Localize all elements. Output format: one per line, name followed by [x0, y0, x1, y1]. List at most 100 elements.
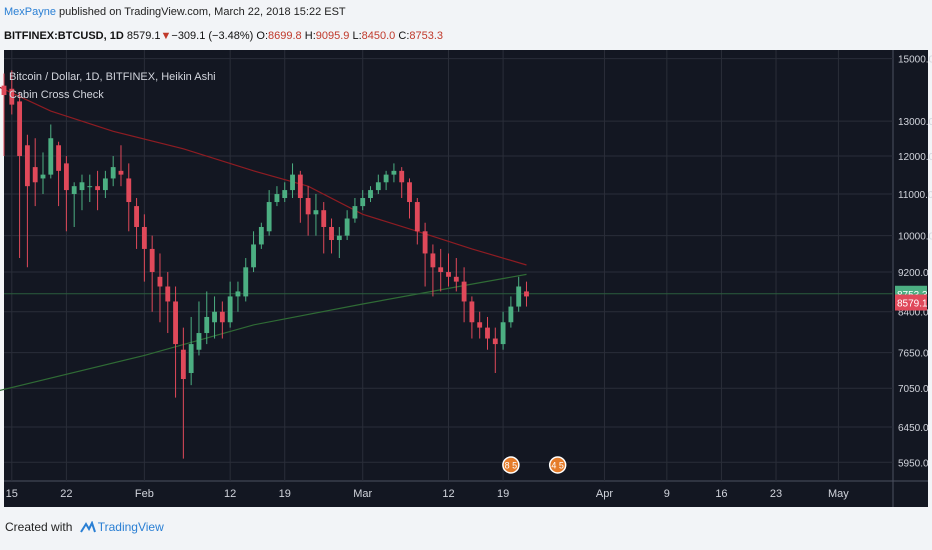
candle-body	[219, 311, 225, 323]
candle-body	[500, 322, 506, 345]
published-text: published on TradingView.com, March 22, …	[59, 6, 346, 18]
ohlc-header: BITFINEX:BTCUSD, 1D 8579.1▼−309.1 (−3.48…	[4, 30, 443, 42]
price-tick-label: 7050.0	[898, 384, 929, 395]
tradingview-link[interactable]: TradingView	[97, 520, 164, 534]
tradingview-logo-icon	[79, 521, 96, 533]
price-change: −309.1 (−3.48%)	[171, 30, 254, 42]
candle-body	[290, 174, 295, 191]
candle-body	[336, 235, 342, 241]
candle-body	[453, 276, 459, 282]
price-tick-label: 6450.0	[898, 423, 929, 434]
candle-body	[414, 202, 420, 232]
candle-body	[516, 286, 522, 307]
price-axis[interactable]	[893, 50, 928, 481]
candle-body	[87, 186, 93, 188]
candle-body	[492, 338, 498, 345]
time-axis[interactable]	[4, 481, 928, 507]
candle-body	[71, 186, 77, 195]
candle-body	[321, 210, 327, 227]
candle-body	[477, 322, 483, 328]
time-tick-label: Mar	[353, 488, 372, 500]
close-label: C:	[398, 30, 410, 42]
candle-body	[352, 206, 358, 219]
candle-body	[134, 206, 139, 227]
candle-body	[1, 85, 7, 96]
candle-body	[165, 286, 171, 302]
moving-average-line	[0, 86, 527, 266]
price-tick-label: 8400.0	[898, 308, 929, 319]
time-tick-label: 23	[770, 488, 782, 500]
candle-body	[391, 170, 397, 175]
price-axis-labels: 15000.0 13000.0 12000.0 11000.0 10000.0 9200.…	[898, 55, 932, 470]
series-title: Bitcoin / Dollar, 1D, BITFINEX, Heikin A…	[9, 71, 216, 83]
candle-body	[63, 163, 69, 191]
open-label: O:	[256, 30, 269, 42]
publish-line: MexPayne published on TradingView.com, M…	[4, 6, 346, 18]
candle-body	[56, 145, 62, 171]
time-tick-label: Apr	[596, 488, 613, 500]
time-axis-labels: 15 22 Feb 12 19 Mar 12 19 Apr 9 16 23 May	[6, 488, 850, 500]
candle-body	[508, 306, 514, 323]
candle-body	[157, 276, 163, 287]
price-tick-label: 10000.0	[898, 232, 932, 243]
candle-body	[24, 145, 30, 187]
candle-body	[235, 291, 241, 297]
author-link[interactable]: MexPayne	[4, 6, 56, 18]
low-label: L:	[352, 30, 362, 42]
event-flag-icon	[502, 456, 520, 474]
price-tick-label: 5950.0	[898, 458, 929, 469]
indicator-title: Cabin Cross Check	[9, 89, 104, 101]
footer: Created with TradingView	[5, 520, 164, 534]
candle-body	[196, 333, 202, 350]
price-chart[interactable]: 15000.0 13000.0 12000.0 11000.0 10000.0 9200.…	[0, 50, 932, 507]
candle-body	[407, 182, 412, 203]
candle-body	[438, 267, 444, 273]
time-tick-label: 19	[497, 488, 509, 500]
candle-body	[313, 210, 319, 215]
high-label: H:	[304, 30, 316, 42]
symbol-label: BITFINEX:BTCUSD, 1D	[4, 30, 124, 42]
down-arrow-icon: ▼	[160, 30, 172, 42]
candle-body	[524, 291, 529, 297]
candle-body	[383, 174, 389, 183]
candle-body	[422, 231, 428, 254]
candle-body	[375, 182, 381, 191]
candle-body	[180, 349, 186, 380]
price-tick-label: 12000.0	[898, 152, 932, 163]
candle-body	[17, 101, 23, 157]
price-tick-label: 11000.0	[898, 190, 932, 201]
candle-body	[141, 226, 147, 249]
candle-body	[126, 178, 132, 203]
candle-body	[282, 190, 288, 199]
candle-body	[48, 138, 54, 175]
time-tick-label: 19	[279, 488, 291, 500]
candle-body	[212, 311, 217, 323]
candle-body	[344, 218, 350, 236]
candle-body	[297, 174, 303, 199]
candle-body	[274, 194, 280, 203]
time-tick-label: May	[828, 488, 849, 500]
time-tick-label: 16	[715, 488, 727, 500]
created-with-text: Created with	[5, 520, 73, 534]
candle-body	[266, 202, 272, 232]
candle-body	[305, 198, 311, 215]
event-markers: 8 5 4 5	[502, 456, 567, 474]
candle-body	[258, 226, 264, 245]
time-tick-label: Feb	[135, 488, 154, 500]
last-price-tag: 8579.1	[897, 299, 928, 310]
candle-body	[243, 267, 249, 297]
candle-body	[368, 190, 373, 199]
candle-body	[227, 296, 233, 323]
candle-body	[95, 186, 100, 191]
last-price-tag-bg	[895, 294, 927, 311]
candle-body	[469, 301, 475, 323]
candle-body	[461, 281, 467, 302]
time-tick-label: 12	[224, 488, 236, 500]
candle-body	[32, 167, 38, 183]
candle-body	[188, 344, 194, 374]
time-tick-label: 9	[664, 488, 670, 500]
candle-body	[40, 174, 46, 179]
price-tick-label: 7650.0	[898, 349, 929, 360]
candle-body	[118, 170, 124, 175]
candle-body	[446, 272, 451, 277]
